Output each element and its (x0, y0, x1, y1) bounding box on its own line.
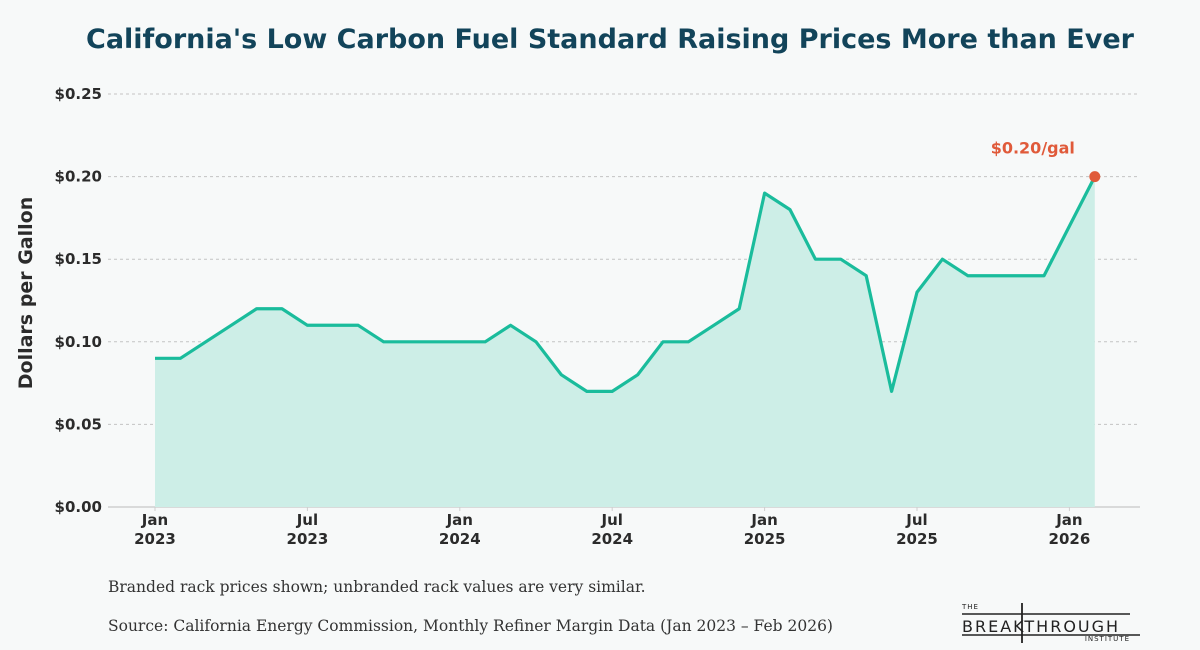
logo-name: BREAKTHROUGH (962, 617, 1120, 636)
x-tick-label: 2025 (896, 530, 938, 548)
series-line (155, 175, 1097, 393)
highlight-point (1089, 171, 1101, 183)
y-tick-label: $0.10 (55, 333, 102, 351)
x-tick-label: 2023 (134, 530, 176, 548)
x-tick-label: Jan (141, 511, 168, 529)
x-tick-label: Jul (296, 511, 318, 529)
y-tick-label: $0.25 (55, 85, 102, 103)
logo-institute: INSTITUTE (1085, 635, 1130, 643)
x-tick-label: 2026 (1049, 530, 1091, 548)
y-tick-label: $0.15 (55, 250, 102, 268)
annotation-label: $0.20/gal (991, 139, 1075, 158)
x-axis: Jan2023Jul2023Jan2024Jul2024Jan2025Jul20… (134, 507, 1090, 548)
y-tick-label: $0.20 (55, 168, 102, 186)
y-axis-label: Dollars per Gallon (15, 197, 37, 389)
breakthrough-logo: THE BREAKTHROUGH INSTITUTE (961, 603, 1140, 643)
x-tick-label: Jul (905, 511, 927, 529)
x-tick-label: 2024 (591, 530, 633, 548)
x-tick-label: Jan (750, 511, 777, 529)
x-tick-label: 2025 (744, 530, 786, 548)
x-tick-label: Jan (446, 511, 473, 529)
series-area (155, 176, 1095, 507)
y-tick-label: $0.05 (55, 415, 102, 433)
x-tick-label: Jan (1055, 511, 1082, 529)
x-tick-label: 2023 (287, 530, 329, 548)
logo-the: THE (961, 603, 979, 611)
chart-title: California's Low Carbon Fuel Standard Ra… (86, 24, 1135, 55)
x-tick-label: 2024 (439, 530, 481, 548)
chart-note: Branded rack prices shown; unbranded rac… (108, 578, 646, 596)
source-note: Source: California Energy Commission, Mo… (108, 617, 833, 635)
y-tick-label: $0.00 (55, 498, 102, 516)
x-tick-label: Jul (600, 511, 622, 529)
y-axis: $0.00 $0.05 $0.10 $0.15 $0.20 $0.25 (55, 85, 102, 516)
plot-area (155, 175, 1097, 507)
annotation: $0.20/gal (991, 139, 1101, 183)
